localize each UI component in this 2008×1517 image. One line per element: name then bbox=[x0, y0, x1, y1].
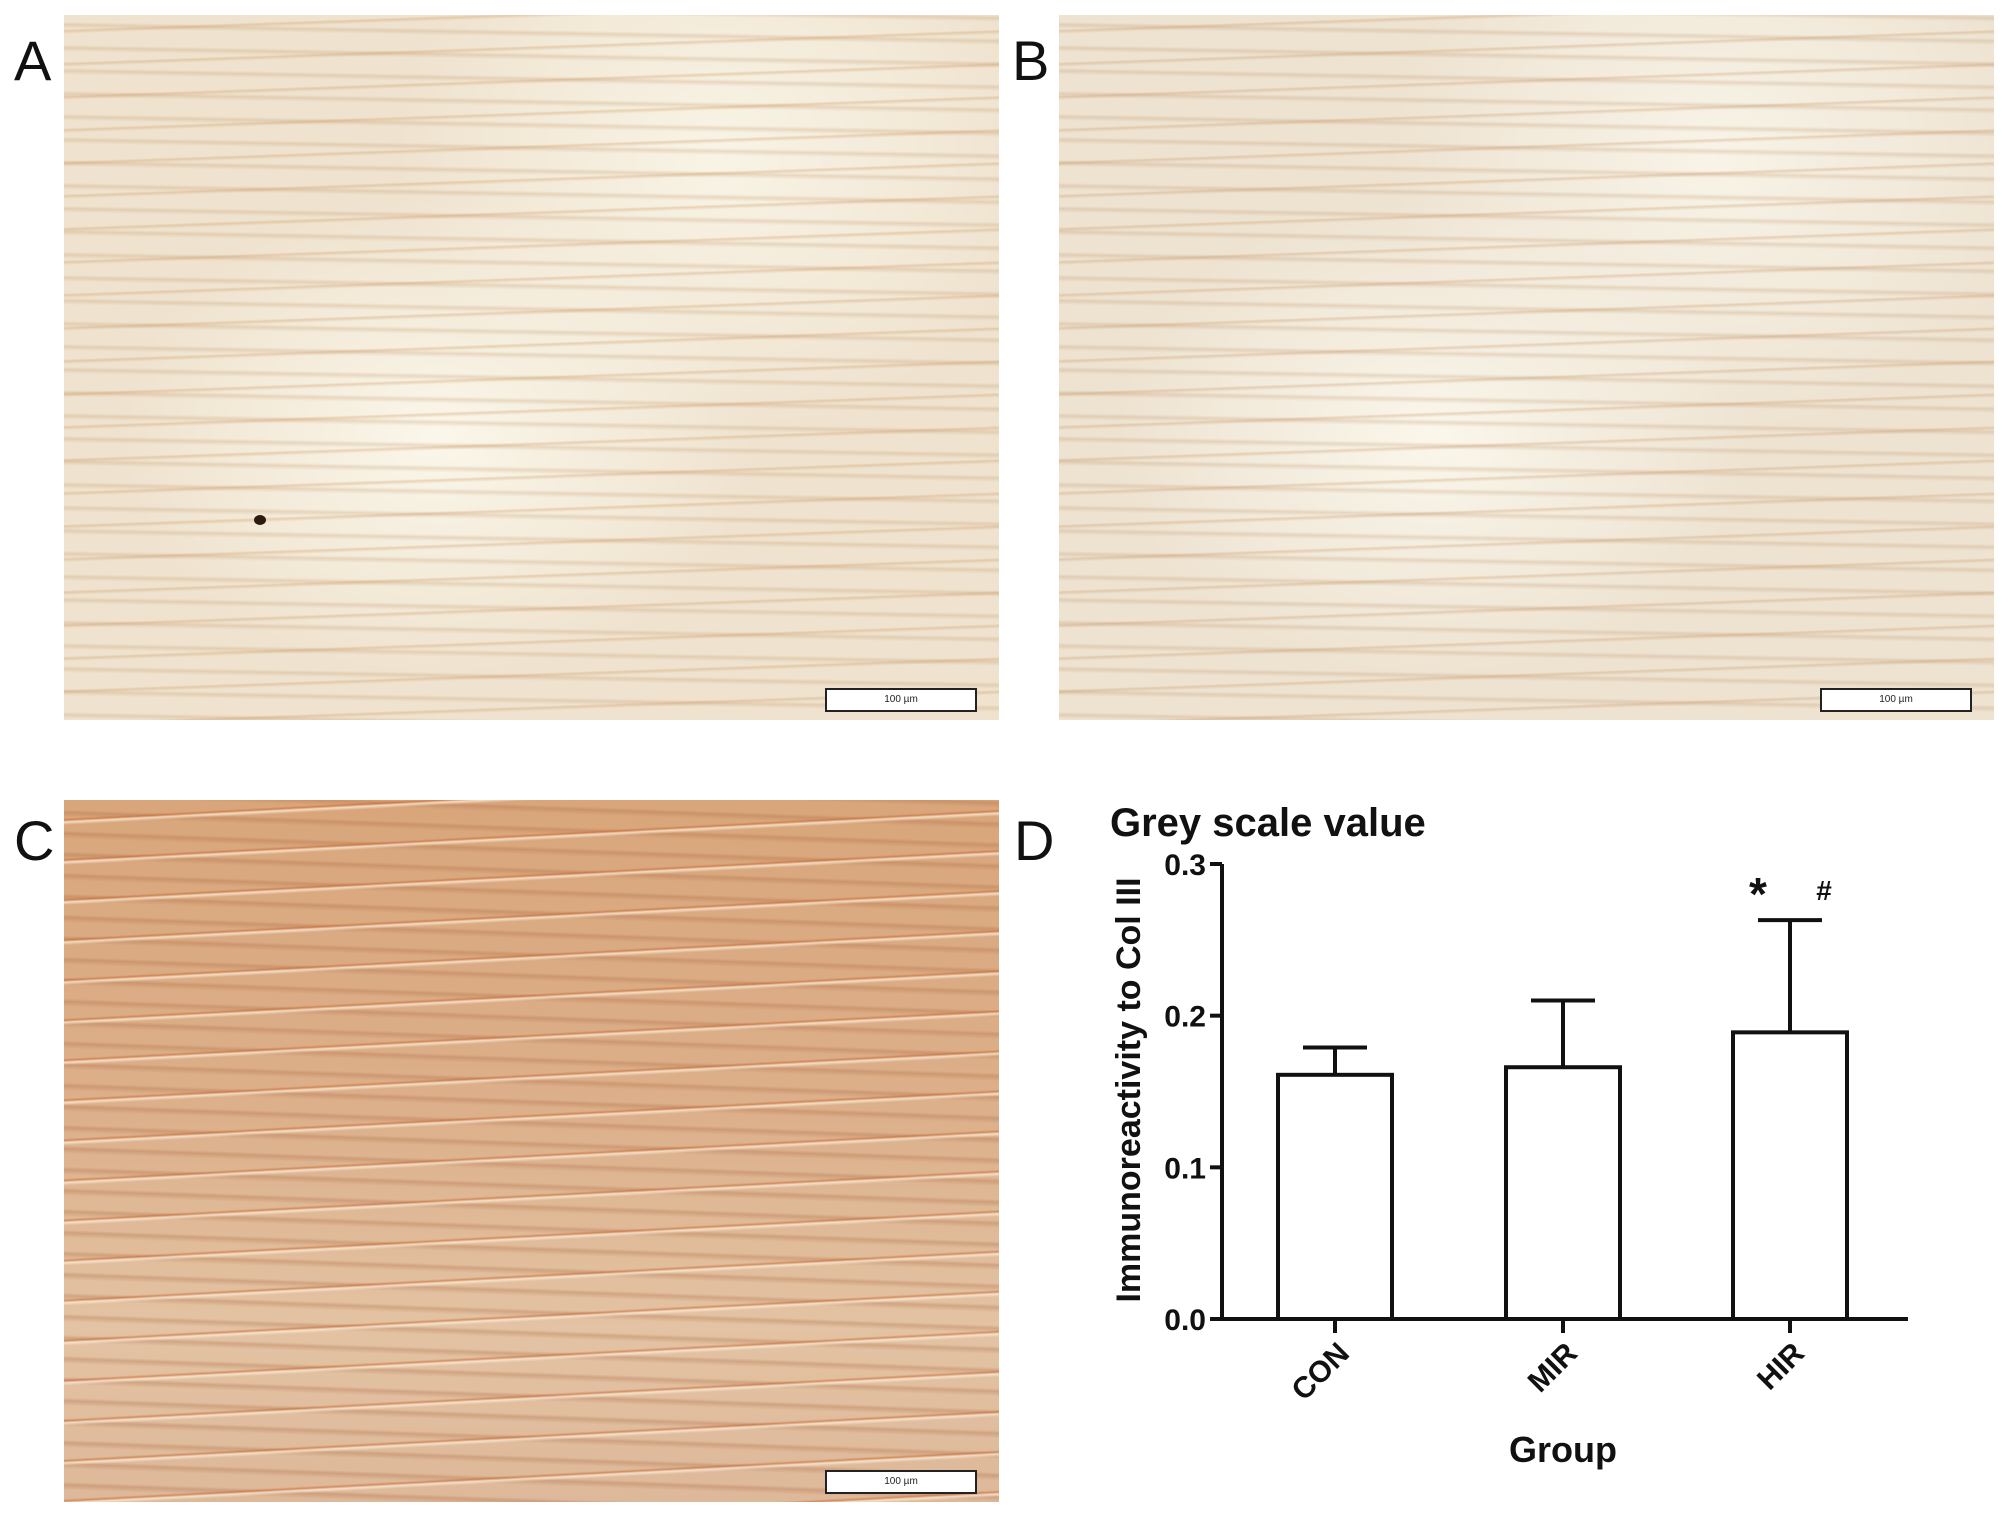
panel-label-d: D bbox=[1014, 809, 1055, 872]
x-tick-label: HIR bbox=[1751, 1336, 1811, 1396]
micrograph-a: 100 µm bbox=[64, 15, 999, 720]
y-tick-label: 0.0 bbox=[1164, 1304, 1206, 1337]
y-tick-label: 0.2 bbox=[1164, 1001, 1206, 1034]
x-axis-label: Group bbox=[1509, 1429, 1617, 1470]
panel-label-c: C bbox=[14, 809, 55, 872]
micrograph-b: 100 µm bbox=[1059, 15, 1994, 720]
micrograph-c: 100 µm bbox=[64, 800, 999, 1502]
bar-hir bbox=[1731, 1030, 1849, 1321]
significance-star: * bbox=[1749, 868, 1767, 920]
significance-hash: # bbox=[1816, 875, 1832, 906]
bar-mir bbox=[1504, 1065, 1622, 1321]
panel-label-a: A bbox=[14, 29, 52, 92]
y-tick-label: 0.1 bbox=[1164, 1152, 1206, 1185]
panel-label-b: B bbox=[1012, 29, 1050, 92]
x-tick-label: CON bbox=[1285, 1337, 1355, 1407]
dark-spot bbox=[254, 515, 266, 525]
bar-con bbox=[1276, 1072, 1394, 1321]
scale-bar-b: 100 µm bbox=[1820, 688, 1972, 712]
x-tick-label: MIR bbox=[1522, 1336, 1584, 1398]
y-tick-label: 0.3 bbox=[1164, 849, 1206, 882]
y-axis-label: Immunoreactivity to Col III bbox=[1110, 877, 1148, 1302]
scale-bar-a: 100 µm bbox=[825, 688, 977, 712]
scale-bar-c: 100 µm bbox=[825, 1470, 977, 1494]
chart-title: Grey scale value bbox=[1110, 801, 1426, 845]
